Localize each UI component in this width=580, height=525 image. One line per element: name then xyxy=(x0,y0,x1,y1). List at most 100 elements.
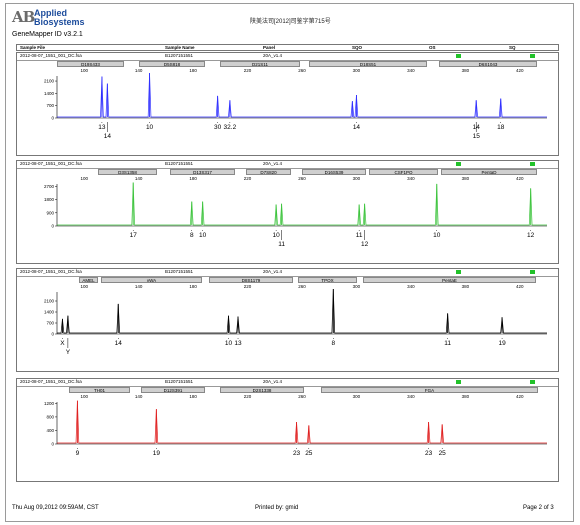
allele-label: 13 xyxy=(98,124,106,131)
col-panel: Panel xyxy=(263,45,276,50)
marker-d8s1179[interactable]: D8S1179 xyxy=(209,277,293,283)
sample-info-row: 2012-08-07_1551_001_DC.fsa B1207151551 20A… xyxy=(17,161,558,169)
x-tick-label: 420 xyxy=(516,68,524,73)
x-tick-label: 220 xyxy=(244,284,252,289)
x-tick-label: 180 xyxy=(189,68,197,73)
allele-label: 14 xyxy=(353,124,361,131)
allele-label: 23 xyxy=(425,450,433,457)
trace-line xyxy=(57,400,547,444)
marker-fga[interactable]: FGA xyxy=(321,387,538,393)
x-tick-label: 380 xyxy=(462,284,470,289)
y-tick-label: 2100 xyxy=(44,299,55,304)
x-tick-label: 420 xyxy=(516,284,524,289)
x-tick-label: 420 xyxy=(516,176,524,181)
y-tick-label: 2700 xyxy=(44,184,55,189)
marker-pentae[interactable]: PentaE xyxy=(363,277,536,283)
quality-ok-icon xyxy=(456,270,461,274)
x-tick-label: 340 xyxy=(407,68,415,73)
x-tick-label: 140 xyxy=(135,176,143,181)
x-tick-label: 300 xyxy=(353,176,361,181)
marker-d19s433[interactable]: D19S433 xyxy=(57,61,124,67)
marker-d5s818[interactable]: D5S818 xyxy=(139,61,205,67)
allele-label: 8 xyxy=(190,232,194,239)
marker-d3s1358[interactable]: D3S1358 xyxy=(98,169,157,175)
marker-d12s391[interactable]: D12S391 xyxy=(141,387,205,393)
electropherogram-plot: 100 140 180 220 260 300 340 380 420 1200 800 400 0 9 1… xyxy=(44,394,547,457)
allele-label: 12 xyxy=(527,232,535,239)
electropherogram-plot: 100 140 180 220 260 300 340 380 420 2100 1400 700 0 1… xyxy=(44,68,547,140)
allele-label: 9 xyxy=(76,450,80,457)
electropherogram-plot: 100 140 180 220 260 300 340 380 420 2700 1800 900 0 1… xyxy=(44,176,547,248)
y-tick-label: 1400 xyxy=(44,310,55,315)
allele-label: 18 xyxy=(497,124,505,131)
marker-d2s1338[interactable]: D2S1338 xyxy=(220,387,304,393)
allele-label: 19 xyxy=(498,340,506,347)
quality-ok-icon xyxy=(456,162,461,166)
allele-label: 10 xyxy=(225,340,233,347)
col-sample-file: Sample File xyxy=(20,45,46,50)
marker-d16s539[interactable]: D16S539 xyxy=(302,169,366,175)
ab-logo-icon: AB xyxy=(12,8,35,26)
x-tick-label: 180 xyxy=(189,176,197,181)
marker-amel[interactable]: AMEL xyxy=(79,277,98,283)
printed-by: Printed by: gmid xyxy=(255,505,299,511)
x-tick-label: 260 xyxy=(298,284,306,289)
marker-th01[interactable]: TH01 xyxy=(69,387,130,393)
quality-ok-icon xyxy=(456,380,461,384)
marker-pentad[interactable]: PentaD xyxy=(441,169,537,175)
allele-label: 32.2 xyxy=(224,124,237,131)
sample-name: B1207151551 xyxy=(165,161,194,166)
marker-d21s11[interactable]: D21S11 xyxy=(220,61,300,67)
col-sq: SQ xyxy=(509,45,516,50)
col-sqo: SQO xyxy=(352,45,363,50)
marker-vwa[interactable]: vWA xyxy=(101,277,202,283)
x-tick-label: 220 xyxy=(244,68,252,73)
marker-d13s317[interactable]: D13S317 xyxy=(170,169,235,175)
marker-tpox[interactable]: TPOX xyxy=(298,277,357,283)
quality-ok-icon xyxy=(456,54,461,58)
x-tick-label: 300 xyxy=(353,394,361,399)
trace-line xyxy=(57,72,547,118)
y-tick-label: 1800 xyxy=(44,197,55,202)
y-tick-label: 0 xyxy=(51,224,54,229)
sample-name: B1207151551 xyxy=(165,379,194,384)
panel: 20A_v1.4 xyxy=(263,269,283,274)
x-tick-label: 340 xyxy=(407,176,415,181)
marker-csf1po[interactable]: CSF1PO xyxy=(369,169,438,175)
x-tick-label: 100 xyxy=(80,394,88,399)
y-tick-label: 1400 xyxy=(44,91,55,96)
x-tick-label: 380 xyxy=(462,176,470,181)
allele-label: 25 xyxy=(439,450,447,457)
y-tick-label: 700 xyxy=(46,103,54,108)
allele-label: 11 xyxy=(444,340,451,347)
allele-label: 30 xyxy=(214,124,222,131)
allele-label: 10 xyxy=(199,232,207,239)
quality-ok-icon xyxy=(530,380,535,384)
allele-label: 11 xyxy=(356,232,363,239)
marker-d7s820[interactable]: D7S820 xyxy=(246,169,291,175)
allele-label: 25 xyxy=(305,450,313,457)
trace-line xyxy=(57,288,547,334)
marker-d6s1043[interactable]: D6S1043 xyxy=(439,61,537,67)
col-os: OS xyxy=(429,45,436,50)
allele-label: 11 xyxy=(278,241,285,248)
x-tick-label: 420 xyxy=(516,394,524,399)
allele-label: 14 xyxy=(104,133,112,140)
panel: 20A_v1.4 xyxy=(263,379,283,384)
allele-label: 19 xyxy=(153,450,161,457)
allele-label: 23 xyxy=(293,450,301,457)
sample-info-row: 2012-08-07_1551_001_DC.fsa B1207151551 20A… xyxy=(17,379,558,387)
dye-panel-2: 2012-08-07_1551_001_DC.fsa B1207151551 20A… xyxy=(16,160,559,264)
allele-label: 10 xyxy=(433,232,441,239)
x-tick-label: 340 xyxy=(407,284,415,289)
sample-info-row: 2012-08-07_1551_001_DC.fsa B1207151551 20A… xyxy=(17,269,558,277)
x-tick-label: 140 xyxy=(135,68,143,73)
panel: 20A_v1.4 xyxy=(263,161,283,166)
x-tick-label: 300 xyxy=(353,68,361,73)
electropherogram-plot: 100 140 180 220 260 300 340 380 420 2100 1400 700 0 X… xyxy=(44,284,547,356)
marker-d18s51[interactable]: D18S51 xyxy=(309,61,427,67)
y-tick-label: 700 xyxy=(46,321,54,326)
x-tick-label: 260 xyxy=(298,394,306,399)
x-tick-label: 300 xyxy=(353,284,361,289)
y-tick-label: 400 xyxy=(46,428,54,433)
